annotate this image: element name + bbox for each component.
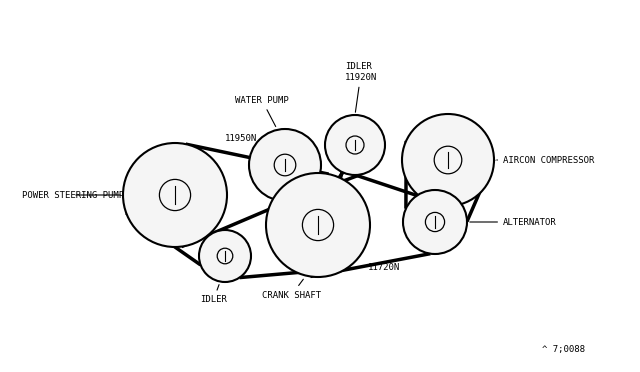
Circle shape bbox=[325, 115, 385, 175]
Circle shape bbox=[199, 230, 251, 282]
Text: CRANK SHAFT: CRANK SHAFT bbox=[262, 279, 321, 299]
Circle shape bbox=[266, 173, 370, 277]
Text: IDLER
11920N: IDLER 11920N bbox=[345, 62, 377, 112]
Circle shape bbox=[249, 129, 321, 201]
Text: ALTERNATOR: ALTERNATOR bbox=[470, 218, 557, 227]
Text: POWER STEERING PUMP: POWER STEERING PUMP bbox=[22, 190, 124, 199]
Text: IDLER: IDLER bbox=[200, 285, 227, 305]
Text: ^ 7;0088: ^ 7;0088 bbox=[541, 345, 585, 354]
Text: AIRCON COMPRESSOR: AIRCON COMPRESSOR bbox=[497, 155, 595, 164]
Text: WATER PUMP: WATER PUMP bbox=[235, 96, 289, 126]
Text: 11720N: 11720N bbox=[368, 263, 400, 273]
Circle shape bbox=[403, 190, 467, 254]
Text: 11950N: 11950N bbox=[225, 134, 257, 142]
Circle shape bbox=[402, 114, 494, 206]
Circle shape bbox=[123, 143, 227, 247]
